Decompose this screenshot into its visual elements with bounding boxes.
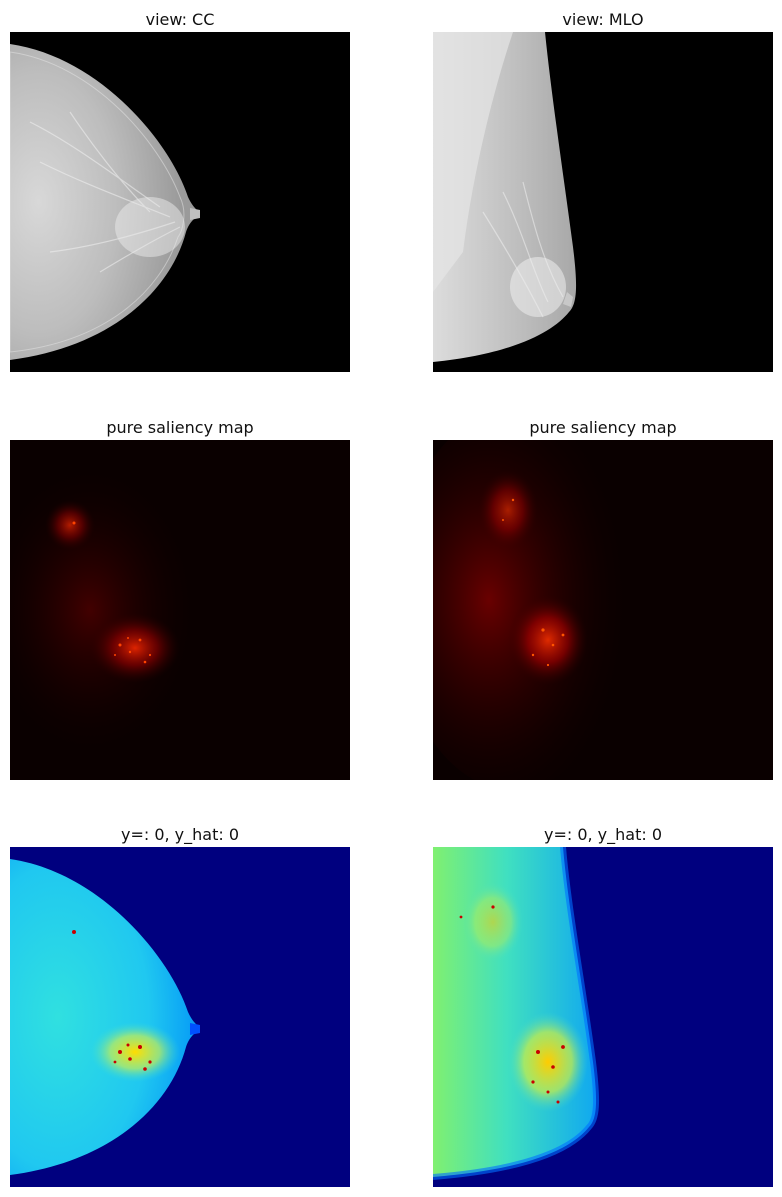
- panel-title: pure saliency map: [106, 418, 254, 437]
- mlo-overlay-image: [433, 847, 773, 1187]
- panel-title: pure saliency map: [529, 418, 677, 437]
- cc-saliency-image: [10, 440, 350, 780]
- mlo-saliency-image: [433, 440, 773, 780]
- panel-title: y=: 0, y_hat: 0: [120, 825, 240, 844]
- panel-title: view: CC: [145, 10, 215, 29]
- panel-title: y=: 0, y_hat: 0: [543, 825, 663, 844]
- cc-overlay-image: [10, 847, 350, 1187]
- cc-mammogram-image: [10, 32, 350, 372]
- mlo-mammogram-image: [433, 32, 773, 372]
- panel-title: view: MLO: [562, 10, 644, 29]
